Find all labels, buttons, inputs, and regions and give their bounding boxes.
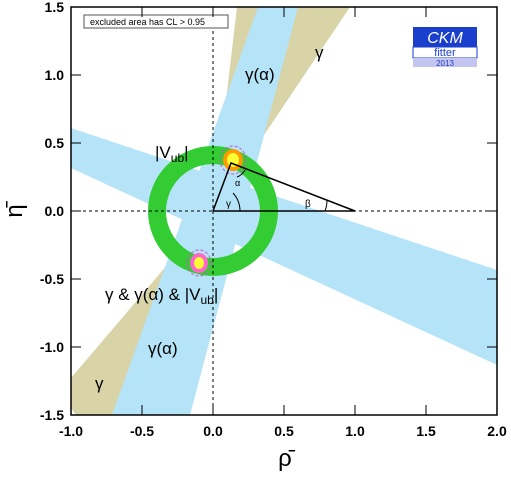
combined-contour — [186, 249, 212, 277]
x-tick-label: 1.5 — [416, 423, 436, 439]
y-tick-label: 1.0 — [45, 67, 65, 83]
y-tick-label: -0.5 — [40, 271, 64, 287]
y-tick-label: 0.5 — [45, 135, 65, 151]
combined-core — [227, 153, 239, 167]
angle-arc — [232, 192, 241, 212]
annotation-text: γ & γ(α) & |V — [105, 285, 201, 304]
y-tick-label: 0.0 — [45, 203, 65, 219]
annotation: γ(α) — [245, 65, 275, 84]
combined-core — [194, 257, 204, 269]
logo-year: 2013 — [436, 59, 454, 68]
annotation-subscript: ub — [171, 151, 185, 165]
unitarity-triangle — [212, 162, 356, 212]
angle-arc — [236, 169, 246, 178]
logo-title: CKM — [427, 30, 463, 47]
y-tick-label: 1.5 — [45, 0, 65, 15]
annotation: γ — [315, 43, 324, 62]
x-tick-label: 0.5 — [274, 423, 294, 439]
note: excluded area has CL > 0.95 — [90, 17, 205, 27]
plot-regions — [71, 7, 497, 415]
alpha-band — [71, 128, 497, 365]
logo-year-box — [413, 58, 477, 67]
y-axis-label: η̄ — [1, 200, 28, 217]
y-tick-label: -1.0 — [40, 339, 64, 355]
x-axis-label: ρ̄ — [278, 445, 296, 472]
x-tick-label: 2.0 — [487, 423, 507, 439]
y-tick-label: -1.5 — [40, 407, 64, 423]
logo-box — [413, 27, 477, 47]
annotation-text: |V — [155, 143, 171, 162]
angle-label: γ — [226, 199, 231, 210]
annotation-suffix: | — [214, 285, 218, 304]
annotation-subscript: ub — [200, 293, 214, 307]
angle-label: α — [235, 178, 240, 188]
logo-subtitle: fitter — [434, 47, 456, 59]
annotation-suffix: | — [184, 143, 188, 162]
annotation: γ — [95, 374, 104, 393]
annotation: γ & γ(α) & |Vub| — [105, 285, 218, 307]
x-tick-label: -1.0 — [59, 423, 83, 439]
angle-arc — [324, 199, 328, 212]
angle-label: β — [305, 199, 311, 210]
x-tick-label: -0.5 — [130, 423, 154, 439]
annotation: |Vub| — [155, 143, 189, 165]
combined-contour — [219, 145, 247, 175]
x-tick-label: 1.0 — [345, 423, 365, 439]
x-tick-label: 0.0 — [203, 423, 223, 439]
annotation: γ(α) — [148, 339, 178, 358]
note-box — [83, 14, 229, 29]
